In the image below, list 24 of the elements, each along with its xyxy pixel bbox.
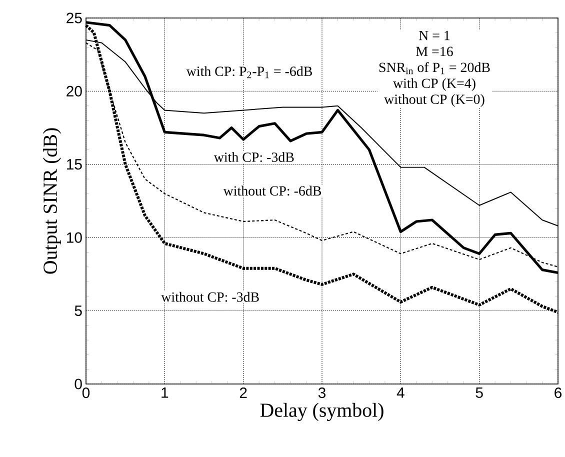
text: with CP: P$_{2}$-P$_{1}$ = -6dB (186, 66, 312, 78)
y-tick-label: 0 (74, 378, 82, 390)
x-tick-label: 5 (476, 388, 483, 398)
y-tick-label: 20 (66, 86, 82, 96)
y-tick-label: 25 (66, 12, 82, 24)
series-label: without CP: -6dB (223, 186, 322, 196)
annotation: SNR$_{in}$ of P$_{1}$ = 20dB (379, 62, 490, 74)
x-tick-label: 0 (82, 388, 90, 398)
annotation: N = 1 (418, 30, 450, 40)
x-tick-label: 3 (318, 388, 326, 398)
annotation: M =16 (416, 46, 453, 56)
annotation: without CP (K=0) (384, 94, 484, 107)
x-tick-label: 2 (240, 388, 247, 398)
y-tick-label: 10 (67, 232, 82, 243)
series-label: without CP: -3dB (161, 292, 259, 302)
x-tick-label: 6 (554, 388, 562, 398)
series-label: with CP: -3dB (214, 152, 294, 162)
y-tick-label: 15 (67, 159, 82, 170)
x-axis-title: Delay (symbol) (260, 402, 384, 422)
y-axis-title: Output SINR (dB) (42, 128, 62, 274)
x-tick-label: 4 (396, 388, 404, 398)
x-tick-label: 1 (162, 388, 168, 398)
annotation: with CP (K=4) (393, 78, 476, 91)
y-tick-label: 5 (74, 306, 82, 316)
